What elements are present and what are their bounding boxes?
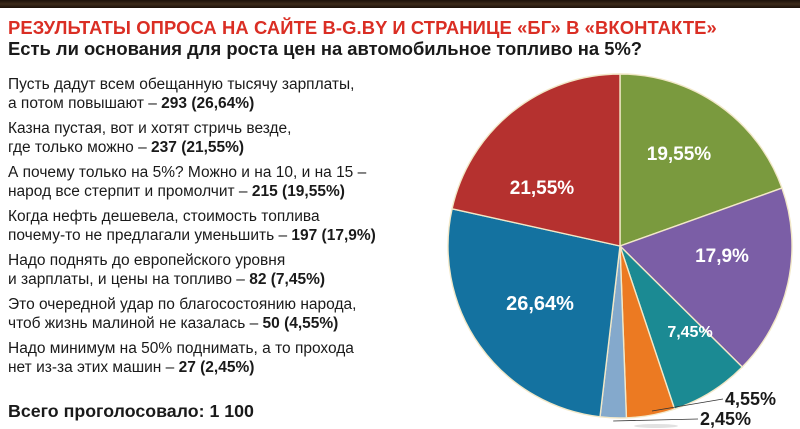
svg-text:4,55%: 4,55%	[725, 389, 776, 409]
svg-text:2,45%: 2,45%	[700, 409, 751, 429]
svg-text:26,64%: 26,64%	[506, 293, 574, 315]
svg-text:17,9%: 17,9%	[695, 246, 749, 267]
svg-text:19,55%: 19,55%	[647, 144, 712, 165]
svg-text:21,55%: 21,55%	[510, 178, 575, 199]
svg-text:7,45%: 7,45%	[667, 324, 712, 341]
